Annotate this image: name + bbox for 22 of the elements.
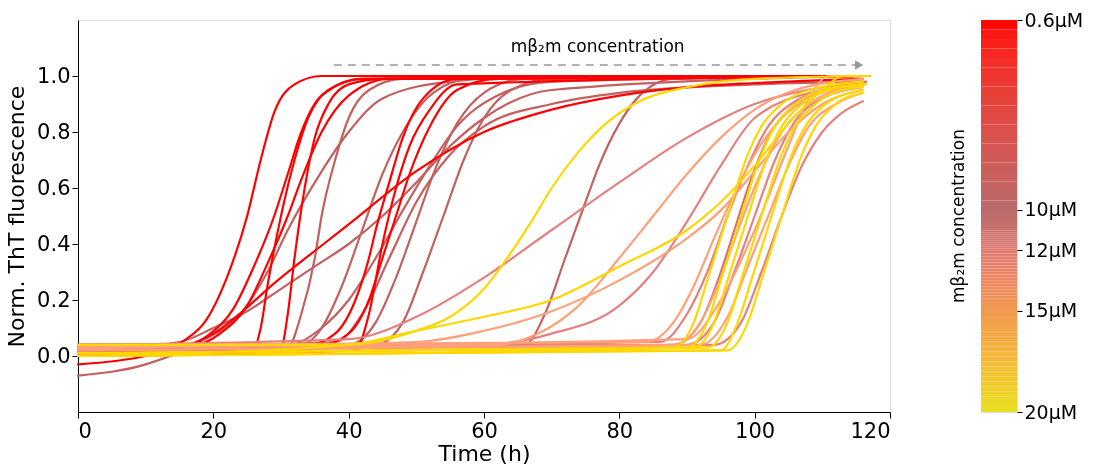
y-tick-label: 0.6 bbox=[37, 175, 71, 200]
y-tick-label: 0.8 bbox=[37, 119, 71, 144]
x-tick-label: 0 bbox=[78, 418, 92, 443]
annotation: mβ₂m concentration bbox=[510, 36, 685, 56]
x-tick-label: 80 bbox=[606, 418, 634, 443]
x-tick-label: 20 bbox=[200, 418, 228, 443]
x-axis-title: Time (h) bbox=[437, 440, 531, 466]
y-tick-label: 0.2 bbox=[37, 287, 71, 312]
color-bar-label: 12µM bbox=[1024, 238, 1078, 261]
x-tick-label: 100 bbox=[735, 418, 776, 443]
x-tick-label: 120 bbox=[850, 418, 891, 443]
x-tick-label: 40 bbox=[335, 418, 363, 443]
color-bar-label: 15µM bbox=[1024, 299, 1078, 322]
color-bar-label: 20µM bbox=[1024, 400, 1078, 423]
color-bar-label: 10µM bbox=[1024, 198, 1078, 221]
y-tick-label: 0.4 bbox=[37, 231, 71, 256]
y-tick-label: 0.0 bbox=[37, 343, 71, 368]
color-bar-label: 0.6µM bbox=[1024, 8, 1084, 31]
y-tick-label: 1.0 bbox=[37, 63, 71, 88]
y-axis-title: Norm. ThT fluorescence bbox=[4, 85, 30, 348]
x-tick-label: 60 bbox=[471, 418, 498, 443]
color-bar-title: mβ₂m concentration bbox=[948, 129, 968, 303]
